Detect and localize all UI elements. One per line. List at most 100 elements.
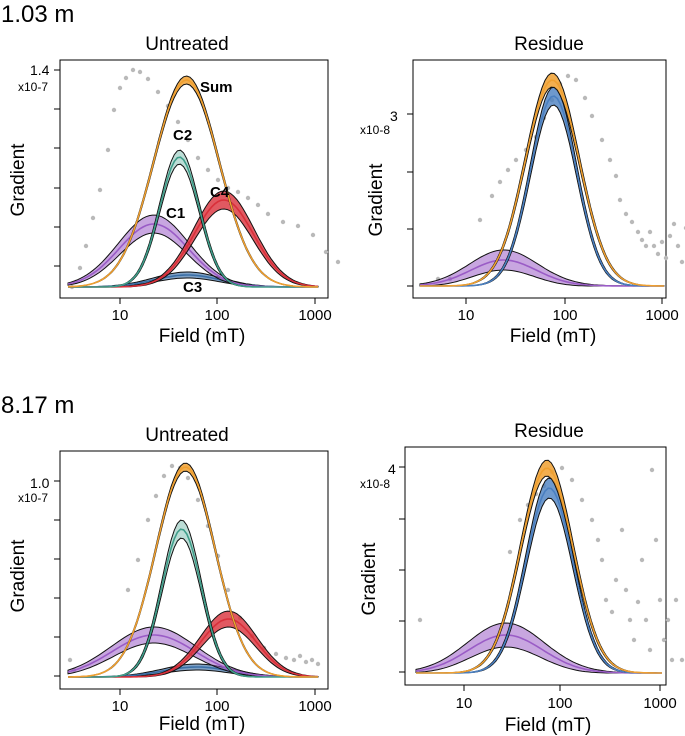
depth-label-top: 1.03 m xyxy=(1,1,74,28)
series-label-c3: C3 xyxy=(183,279,202,296)
y-axis-label: Gradient xyxy=(366,163,387,237)
data-point xyxy=(310,232,316,238)
data-point xyxy=(559,465,565,471)
data-point xyxy=(579,497,585,503)
x-tick-label: 10 xyxy=(112,307,129,324)
data-point xyxy=(265,211,271,217)
data-point xyxy=(589,517,595,523)
confidence-band-sum xyxy=(420,72,665,287)
data-point xyxy=(507,549,513,555)
data-point xyxy=(669,657,675,663)
data-point xyxy=(255,202,261,208)
x-tick-label: 100 xyxy=(204,698,229,715)
data-point xyxy=(175,119,181,125)
data-point xyxy=(653,537,659,543)
y-axis-label: Gradient xyxy=(8,143,29,217)
x-axis-label: Field (mT) xyxy=(159,326,246,347)
fit-line-c1 xyxy=(415,634,662,674)
x-tick-label: 100 xyxy=(547,695,572,712)
data-point xyxy=(589,113,595,119)
data-point xyxy=(145,517,151,523)
series-label-sum: Sum xyxy=(200,79,233,96)
data-point xyxy=(169,463,175,469)
panel-817-residue: Residue 4 x10-8 Gradient Field (mT) 10 1… xyxy=(359,421,685,736)
confidence-band-sum xyxy=(416,459,662,674)
data-point xyxy=(67,657,73,663)
plot-frame xyxy=(412,59,667,299)
data-point xyxy=(639,557,645,563)
data-point xyxy=(607,157,613,163)
data-point xyxy=(599,137,605,143)
x-ticks: 10 100 1000 xyxy=(456,685,677,712)
y-multiplier: x10-8 xyxy=(360,123,390,137)
data-point xyxy=(111,107,117,113)
data-point xyxy=(295,223,301,229)
data-point xyxy=(195,497,201,503)
data-point xyxy=(631,637,637,643)
data-point xyxy=(505,167,511,173)
fit-line-c2 xyxy=(68,528,318,678)
data-point xyxy=(283,655,289,661)
data-point xyxy=(675,243,681,249)
data-point xyxy=(137,69,143,75)
data-point xyxy=(659,239,665,245)
data-point xyxy=(639,237,645,243)
data-point xyxy=(517,517,523,523)
x-ticks: 10 100 1000 xyxy=(112,298,332,324)
panel-title: Residue xyxy=(514,34,584,55)
y-ticks xyxy=(54,69,60,267)
y-multiplier: x10-7 xyxy=(18,80,48,94)
plot-frame xyxy=(59,450,329,690)
data-point xyxy=(303,659,309,665)
y-axis-label: Gradient xyxy=(8,539,29,613)
x-tick-label: 1000 xyxy=(298,698,331,715)
data-point xyxy=(643,243,649,249)
data-point xyxy=(665,617,671,623)
confidence-band-residue_fit xyxy=(420,86,664,287)
data-point xyxy=(145,76,151,82)
fit-line-c1 xyxy=(419,259,664,287)
data-point xyxy=(497,179,503,185)
data-point xyxy=(629,219,635,225)
data-point xyxy=(609,609,615,615)
x-tick-label: 10 xyxy=(112,698,129,715)
plot-area xyxy=(419,72,685,287)
y-multiplier: x10-7 xyxy=(18,491,48,505)
data-point xyxy=(130,67,136,73)
data-point xyxy=(245,195,251,201)
data-point xyxy=(667,233,673,239)
panel-title: Untreated xyxy=(145,34,228,55)
data-point xyxy=(477,217,483,223)
data-point xyxy=(619,527,625,533)
y-tick-label: 4 xyxy=(388,461,396,477)
data-point xyxy=(663,255,669,261)
data-point xyxy=(117,85,123,91)
data-point xyxy=(673,597,679,603)
fit-line-sum xyxy=(416,467,662,674)
y-axis-label: Gradient xyxy=(359,542,380,616)
data-point xyxy=(647,647,653,653)
panel-817-untreated: Untreated 1.0 x10-7 Gradient Field (mT) … xyxy=(8,425,332,735)
data-point xyxy=(235,189,241,195)
y-tick-label: 3 xyxy=(390,108,398,124)
data-point xyxy=(77,265,83,271)
data-point xyxy=(83,243,89,249)
data-point xyxy=(573,77,579,83)
data-point xyxy=(651,243,657,249)
data-point xyxy=(657,597,663,603)
data-point xyxy=(153,493,159,499)
fit-line-sum xyxy=(68,466,318,678)
panel-103-residue: Residue 3 x10-8 Gradient Field (mT) 10 1… xyxy=(360,34,685,347)
data-point xyxy=(225,587,231,593)
series-label-c4: C4 xyxy=(210,184,230,201)
x-axis-label: Field (mT) xyxy=(159,714,246,735)
data-point xyxy=(623,587,629,593)
y-tick-label: 1.4 xyxy=(30,62,50,78)
data-point xyxy=(273,651,279,657)
data-point xyxy=(135,557,141,563)
data-point xyxy=(97,187,103,193)
data-point xyxy=(623,211,629,217)
fit-line-sum xyxy=(420,79,665,287)
data-point xyxy=(643,617,649,623)
